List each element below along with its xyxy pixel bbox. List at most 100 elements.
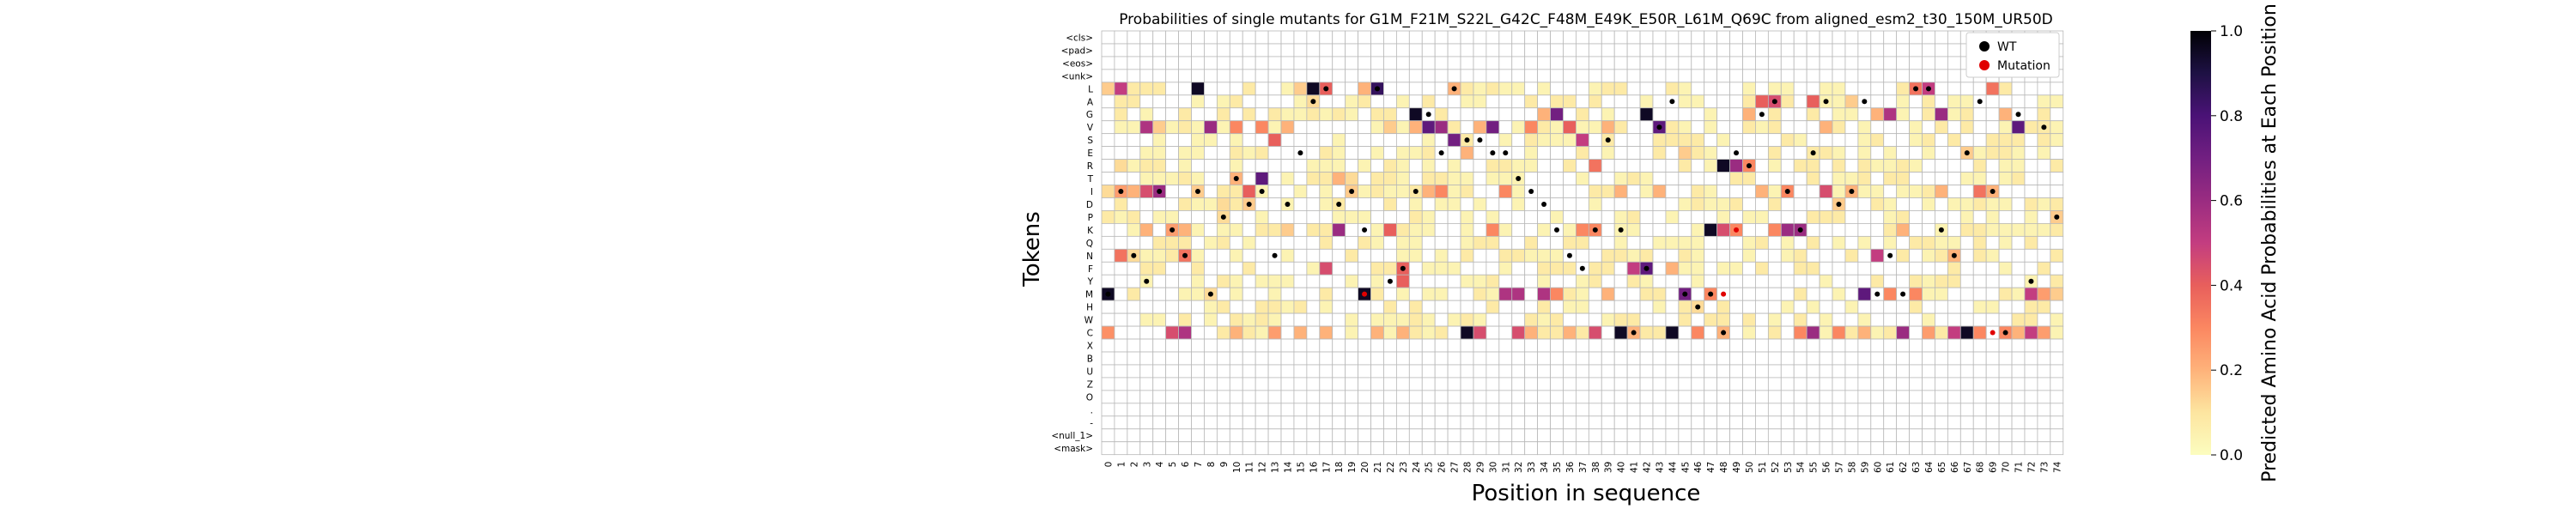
heatmap-cell (1857, 351, 1872, 366)
y-tick-label: T (1087, 174, 1094, 185)
heatmap-cell (1588, 82, 1602, 96)
heatmap-cell (1127, 415, 1141, 430)
heatmap-cell (1114, 197, 1128, 211)
heatmap-cell (1152, 172, 1167, 185)
heatmap-cell (1652, 248, 1667, 263)
heatmap-cell (1447, 69, 1461, 83)
heatmap-cell (1537, 312, 1551, 327)
colorbar-gradient (2190, 31, 2211, 455)
heatmap-cell (1524, 235, 1539, 250)
heatmap-cell (1588, 146, 1602, 160)
heatmap-cell (1588, 197, 1602, 211)
heatmap-cell (1408, 210, 1423, 224)
heatmap-cell (1935, 210, 1948, 224)
heatmap-cell (1652, 56, 1667, 70)
wt-marker (1336, 201, 1342, 207)
heatmap-cell (1319, 172, 1334, 185)
x-tick-label: 15 (1296, 462, 1306, 473)
heatmap-cell (1139, 82, 1154, 96)
heatmap-cell (1101, 210, 1115, 224)
heatmap-cell (1985, 287, 2000, 301)
heatmap-cell (1935, 390, 1948, 404)
heatmap-cell (1550, 274, 1564, 288)
heatmap-cell (1780, 107, 1795, 122)
y-tick-label: <eos> (1062, 58, 1093, 69)
heatmap-cell (1191, 248, 1205, 263)
heatmap-cell (1780, 210, 1795, 224)
heatmap-cell (1742, 390, 1756, 404)
heatmap-cell (1857, 30, 1872, 45)
heatmap-cell (1972, 222, 1987, 237)
heatmap-cell (2024, 185, 2038, 198)
heatmap-cell (1691, 30, 1705, 45)
heatmap-cell (1434, 338, 1449, 353)
heatmap-cell (1563, 43, 1577, 58)
heatmap-cell (1434, 56, 1449, 70)
heatmap-cell (1473, 222, 1487, 237)
heatmap-cell (1127, 146, 1141, 160)
heatmap-cell (1780, 120, 1795, 135)
wt-marker (1618, 227, 1624, 233)
heatmap-cell (1613, 364, 1628, 379)
heatmap-cell (1460, 325, 1474, 340)
heatmap-cell (1729, 390, 1743, 404)
heatmap-cell (1204, 261, 1218, 276)
heatmap-cell (1896, 43, 1910, 58)
heatmap-cell (1626, 351, 1641, 366)
heatmap-cell (1704, 390, 1718, 404)
heatmap-cell (1255, 364, 1269, 379)
heatmap-cell (1704, 69, 1718, 83)
heatmap-cell (1691, 43, 1705, 58)
heatmap-cell (1665, 415, 1680, 430)
heatmap-cell (2050, 197, 2064, 211)
heatmap-cell (1959, 94, 1974, 109)
x-tick-label: 19 (1347, 462, 1358, 473)
heatmap-cell (1293, 338, 1308, 353)
heatmap-cell (2024, 364, 2038, 379)
heatmap-cell (1242, 222, 1256, 237)
heatmap-cell (1550, 300, 1564, 314)
heatmap-cell (1434, 351, 1449, 366)
heatmap-cell (1626, 338, 1641, 353)
heatmap-cell (1947, 185, 1961, 198)
heatmap-cell (1511, 351, 1526, 366)
heatmap-cell (1319, 43, 1334, 58)
heatmap-cell (1101, 364, 1115, 379)
heatmap-cell (1511, 107, 1526, 122)
y-tick-labels: <cls><pad><eos><unk>LAGVSERTIDPKQNFYMHWC… (1051, 33, 1094, 454)
heatmap-cell (1345, 364, 1359, 379)
heatmap-cell (1421, 133, 1436, 148)
heatmap-cell (1563, 94, 1577, 109)
heatmap-cell (1524, 43, 1539, 58)
heatmap-cell (1345, 210, 1359, 224)
heatmap-cell (1434, 403, 1449, 417)
heatmap-cell (1678, 172, 1692, 185)
heatmap-cell (1588, 172, 1602, 185)
heatmap-cell (1793, 172, 1807, 185)
heatmap-cell (1626, 300, 1641, 314)
heatmap-cell (2050, 185, 2064, 198)
heatmap-cell (1447, 133, 1461, 148)
heatmap-cell (1332, 185, 1346, 198)
heatmap-cell (1127, 403, 1141, 417)
heatmap-cell (1460, 312, 1474, 327)
heatmap-cell (1280, 30, 1295, 45)
heatmap-cell (1485, 441, 1500, 456)
heatmap-cell (1524, 107, 1539, 122)
heatmap-cell (1563, 403, 1577, 417)
heatmap-cell (1780, 43, 1795, 58)
heatmap-cell (1511, 377, 1526, 391)
heatmap-cell (1319, 351, 1334, 366)
heatmap-cell (1742, 338, 1756, 353)
x-tick-label: 44 (1668, 461, 1678, 473)
heatmap-cell (1460, 364, 1474, 379)
heatmap-cell (1870, 312, 1885, 327)
heatmap-cell (1395, 43, 1410, 58)
heatmap-cell (1152, 82, 1167, 96)
heatmap-cell (1395, 274, 1410, 288)
heatmap-cell (2011, 441, 2026, 456)
heatmap-cell (1537, 120, 1551, 135)
heatmap-cell (1652, 390, 1667, 404)
heatmap-cell (1844, 377, 1859, 391)
heatmap-cell (1922, 300, 1935, 314)
